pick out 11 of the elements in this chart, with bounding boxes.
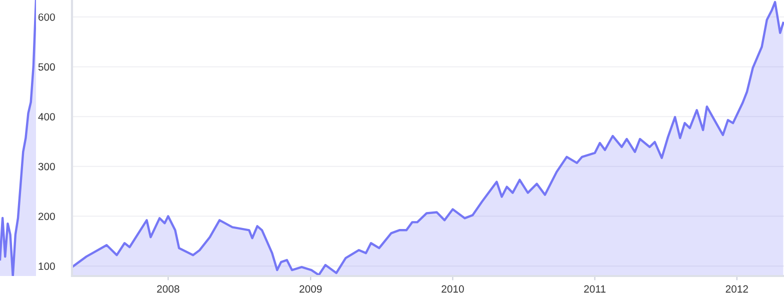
x-tick-label: 2008 (157, 285, 180, 293)
y-tick-label: 100 (38, 262, 55, 270)
y-tick-label: 300 (38, 162, 55, 170)
x-tick-label: 2011 (584, 285, 606, 293)
y-tick-label: 200 (38, 212, 55, 220)
x-tick-label: 2009 (300, 285, 322, 293)
y-tick-label: 400 (38, 113, 55, 120)
y-tick-label: 500 (38, 63, 55, 71)
x-tick-label: 2012 (726, 285, 748, 293)
y-tick-label: 600 (38, 13, 55, 21)
x-tick-label: 2010 (442, 285, 464, 293)
